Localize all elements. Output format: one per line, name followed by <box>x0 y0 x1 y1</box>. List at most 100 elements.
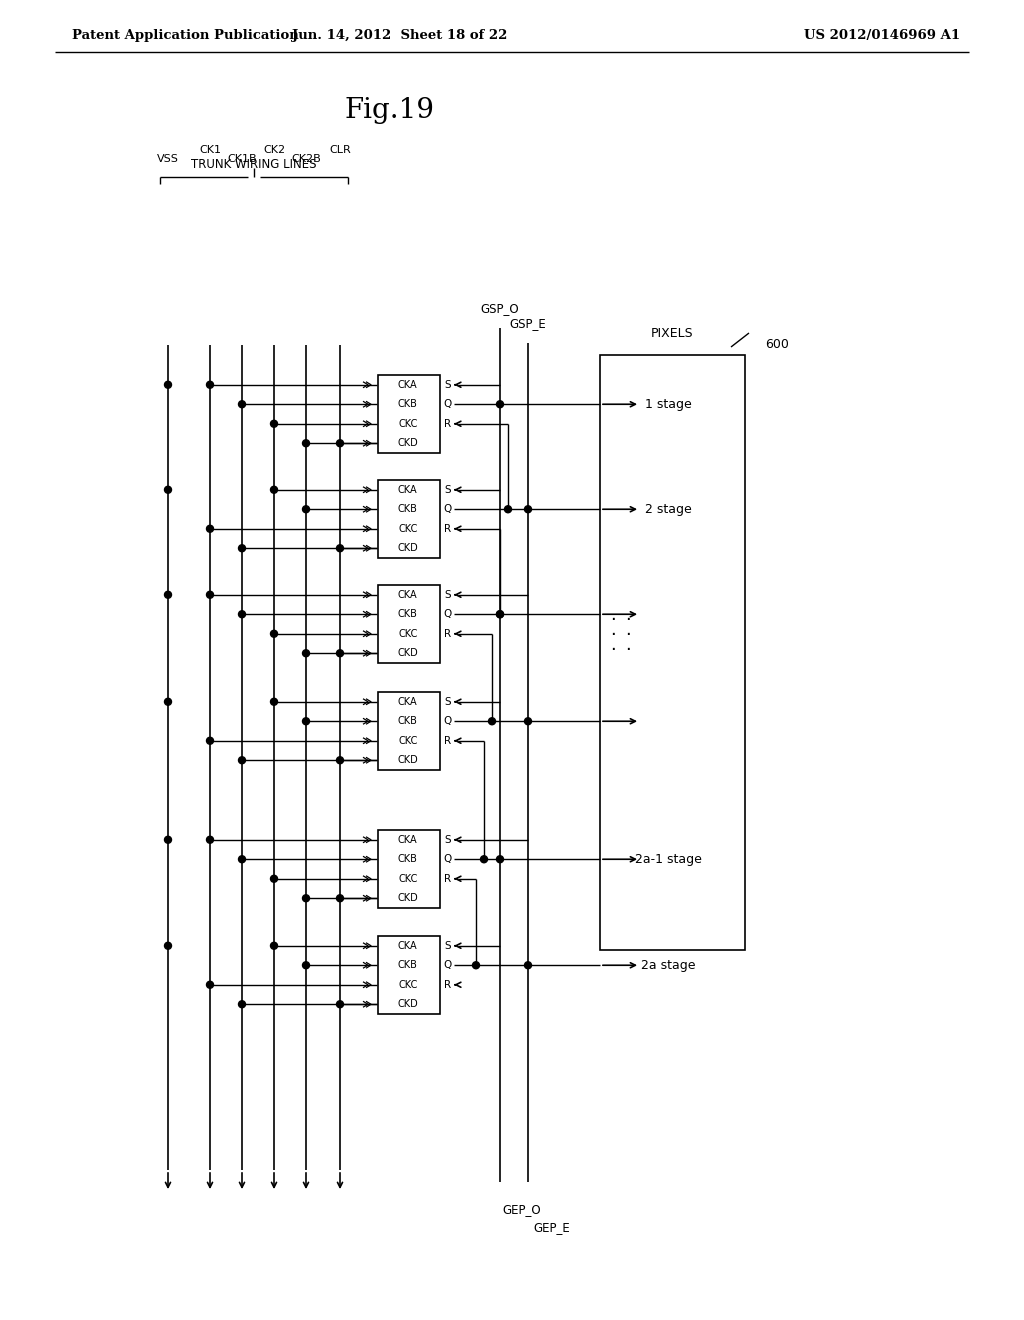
Text: CKA: CKA <box>398 834 418 845</box>
Text: Q: Q <box>443 504 453 515</box>
Text: PIXELS: PIXELS <box>651 327 694 341</box>
Circle shape <box>239 756 246 764</box>
Text: ·: · <box>625 642 631 659</box>
Circle shape <box>488 718 496 725</box>
Circle shape <box>165 486 171 494</box>
Circle shape <box>270 486 278 494</box>
Text: CKD: CKD <box>397 999 418 1010</box>
Text: US 2012/0146969 A1: US 2012/0146969 A1 <box>804 29 961 41</box>
Text: GSP_O: GSP_O <box>480 302 519 315</box>
Text: S: S <box>444 380 452 389</box>
Circle shape <box>505 506 512 512</box>
Circle shape <box>270 420 278 428</box>
Circle shape <box>270 698 278 705</box>
Text: CKC: CKC <box>398 979 418 990</box>
Text: ·: · <box>625 611 631 630</box>
Circle shape <box>337 756 343 764</box>
Text: CLR: CLR <box>329 145 351 154</box>
Text: CKC: CKC <box>398 628 418 639</box>
Text: CKA: CKA <box>398 484 418 495</box>
Bar <box>600 355 745 950</box>
Bar <box>378 830 440 908</box>
Text: CKA: CKA <box>398 380 418 389</box>
Bar <box>378 480 440 558</box>
Text: ·: · <box>610 611 615 630</box>
Text: TRUNK WIRING LINES: TRUNK WIRING LINES <box>191 158 316 172</box>
Circle shape <box>270 875 278 882</box>
Circle shape <box>302 440 309 446</box>
Circle shape <box>302 962 309 969</box>
Text: Q: Q <box>443 399 453 409</box>
Text: CKB: CKB <box>397 960 418 970</box>
Text: CKB: CKB <box>397 610 418 619</box>
Circle shape <box>337 440 343 446</box>
Bar <box>378 936 440 1014</box>
Text: S: S <box>444 484 452 495</box>
Text: CKC: CKC <box>398 418 418 429</box>
Circle shape <box>165 591 171 598</box>
Text: 1 stage: 1 stage <box>645 397 691 411</box>
Circle shape <box>480 855 487 863</box>
Circle shape <box>239 855 246 863</box>
Text: CKA: CKA <box>398 590 418 599</box>
Text: CKB: CKB <box>397 854 418 865</box>
Text: CKA: CKA <box>398 697 418 706</box>
Circle shape <box>497 611 504 618</box>
Text: Patent Application Publication: Patent Application Publication <box>72 29 299 41</box>
Text: Jun. 14, 2012  Sheet 18 of 22: Jun. 14, 2012 Sheet 18 of 22 <box>292 29 508 41</box>
Text: ·: · <box>610 642 615 659</box>
Circle shape <box>207 591 213 598</box>
Text: 2a stage: 2a stage <box>641 958 695 972</box>
Circle shape <box>239 401 246 408</box>
Text: CK2: CK2 <box>263 145 285 154</box>
Text: R: R <box>444 418 452 429</box>
Text: CKD: CKD <box>397 755 418 766</box>
Text: CK1: CK1 <box>199 145 221 154</box>
Circle shape <box>165 837 171 843</box>
Text: R: R <box>444 735 452 746</box>
Text: CKD: CKD <box>397 648 418 659</box>
Text: Q: Q <box>443 610 453 619</box>
Circle shape <box>207 381 213 388</box>
Circle shape <box>165 381 171 388</box>
Circle shape <box>270 630 278 638</box>
Circle shape <box>207 837 213 843</box>
Text: GSP_E: GSP_E <box>510 317 547 330</box>
Text: 2a-1 stage: 2a-1 stage <box>635 853 701 866</box>
Text: CKD: CKD <box>397 438 418 449</box>
Circle shape <box>302 895 309 902</box>
Circle shape <box>524 718 531 725</box>
Text: ·: · <box>625 626 631 644</box>
Text: CKB: CKB <box>397 399 418 409</box>
Text: CKC: CKC <box>398 735 418 746</box>
Text: GEP_E: GEP_E <box>534 1221 569 1234</box>
Text: R: R <box>444 874 452 884</box>
Text: CKA: CKA <box>398 941 418 950</box>
Text: Q: Q <box>443 854 453 865</box>
Text: CKC: CKC <box>398 524 418 533</box>
Circle shape <box>302 649 309 657</box>
Text: Q: Q <box>443 717 453 726</box>
Text: ·: · <box>610 626 615 644</box>
Text: Q: Q <box>443 960 453 970</box>
Circle shape <box>337 545 343 552</box>
Bar <box>378 375 440 453</box>
Text: 600: 600 <box>765 338 788 351</box>
Circle shape <box>337 649 343 657</box>
Text: GEP_O: GEP_O <box>502 1204 541 1217</box>
Circle shape <box>207 738 213 744</box>
Text: S: S <box>444 590 452 599</box>
Circle shape <box>302 506 309 512</box>
Text: CKD: CKD <box>397 544 418 553</box>
Circle shape <box>497 611 504 618</box>
Text: CKB: CKB <box>397 504 418 515</box>
Circle shape <box>239 611 246 618</box>
Circle shape <box>524 506 531 512</box>
Circle shape <box>239 1001 246 1007</box>
Text: S: S <box>444 834 452 845</box>
Text: CKB: CKB <box>397 717 418 726</box>
Circle shape <box>337 895 343 902</box>
Bar <box>378 692 440 770</box>
Text: CKD: CKD <box>397 894 418 903</box>
Circle shape <box>165 698 171 705</box>
